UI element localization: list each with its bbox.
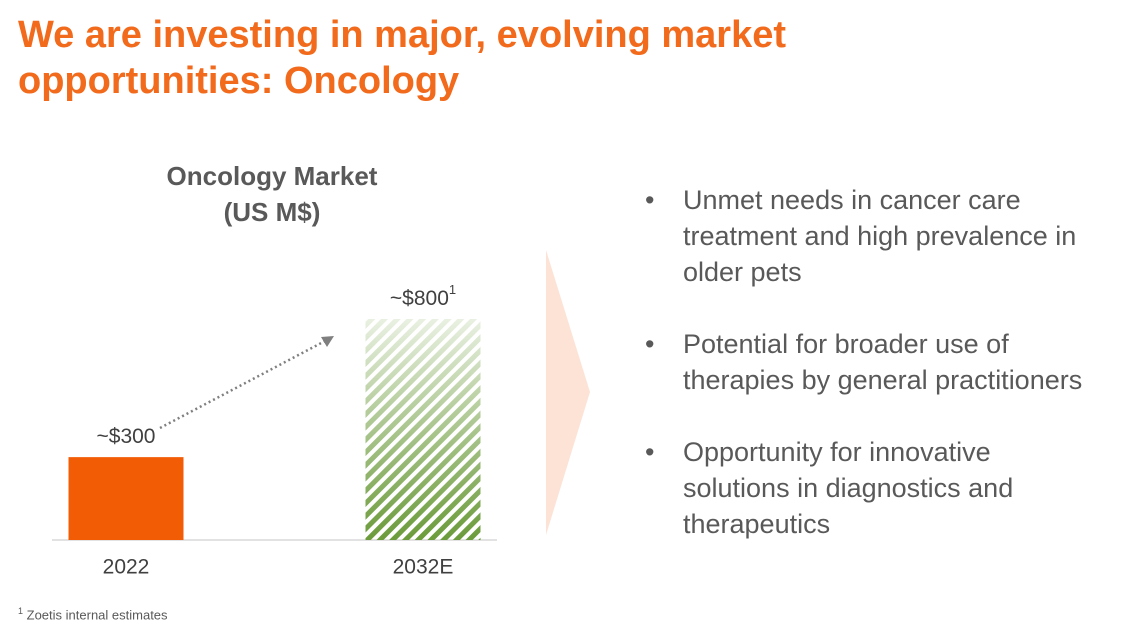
- bullet-list: Unmet needs in cancer care treatment and…: [645, 182, 1095, 578]
- value-label-text: ~$300: [97, 425, 156, 448]
- slide-title: We are investing in major, evolving mark…: [18, 14, 787, 102]
- growth-arrow: [159, 339, 326, 430]
- bullet: Opportunity for innovative solutions in …: [645, 434, 1095, 542]
- chart-subtitle: (US M$): [224, 197, 321, 227]
- x-tick-label: 2022: [103, 556, 150, 579]
- footnote: 1 Zoetis internal estimates: [18, 606, 168, 622]
- footnote-text: Zoetis internal estimates: [26, 607, 168, 623]
- x-tick-label: 2032E: [393, 556, 454, 579]
- value-label-text: ~$800: [390, 287, 449, 310]
- arrow-head: [321, 336, 334, 347]
- value-label: ~$300: [97, 425, 156, 448]
- footnote-marker: 1: [18, 606, 24, 616]
- chart-title: Oncology Market: [167, 161, 378, 191]
- bar: [365, 319, 481, 540]
- bar: [68, 457, 184, 540]
- bullet: Unmet needs in cancer care treatment and…: [645, 182, 1095, 290]
- bullet: Potential for broader use of therapies b…: [645, 326, 1095, 398]
- chevron: [546, 250, 590, 535]
- value-label: ~$8001: [390, 282, 456, 309]
- footnote-marker: 1: [449, 282, 456, 297]
